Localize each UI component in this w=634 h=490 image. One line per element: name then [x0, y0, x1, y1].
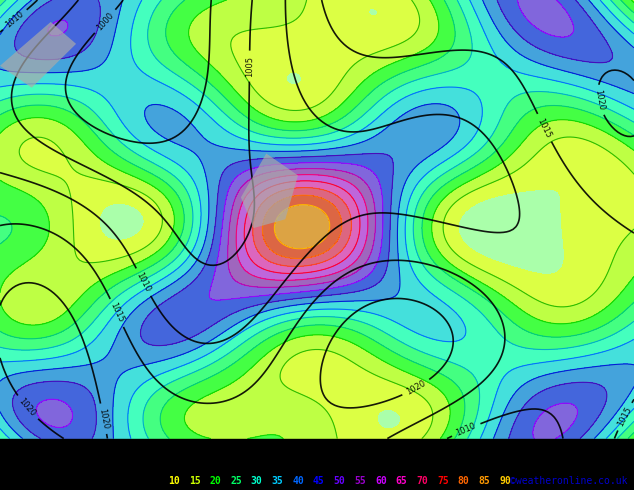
Text: 40: 40 [292, 476, 304, 486]
Text: 1010: 1010 [455, 421, 477, 438]
Text: 90: 90 [499, 476, 511, 486]
Text: 80: 80 [458, 476, 470, 486]
Text: 1000: 1000 [95, 10, 115, 32]
Text: Surface pressure [hPa] ECMWF: Surface pressure [hPa] ECMWF [6, 453, 181, 463]
Text: 45: 45 [313, 476, 325, 486]
Text: 75: 75 [437, 476, 449, 486]
Text: 1015: 1015 [536, 117, 553, 139]
Text: 35: 35 [271, 476, 283, 486]
Text: 50: 50 [333, 476, 346, 486]
Text: Sa 08-06-2024 12:00 UTC (12+24): Sa 08-06-2024 12:00 UTC (12+24) [434, 453, 628, 463]
Text: 1005: 1005 [245, 55, 254, 76]
Text: 1020: 1020 [405, 379, 427, 397]
Text: ©weatheronline.co.uk: ©weatheronline.co.uk [510, 476, 628, 486]
Text: 55: 55 [354, 476, 366, 486]
Polygon shape [0, 22, 76, 88]
Text: 25: 25 [230, 476, 242, 486]
Text: 1015: 1015 [616, 405, 633, 428]
Text: 65: 65 [396, 476, 408, 486]
Text: 1010: 1010 [4, 10, 26, 30]
Polygon shape [241, 153, 298, 228]
Text: 15: 15 [189, 476, 200, 486]
Text: 20: 20 [209, 476, 221, 486]
Text: 70: 70 [417, 476, 428, 486]
Text: 1020: 1020 [593, 89, 605, 111]
Text: 1020: 1020 [97, 408, 110, 430]
Text: Isotachs 10m (km/h): Isotachs 10m (km/h) [6, 476, 125, 486]
Text: 10: 10 [168, 476, 180, 486]
Text: 60: 60 [375, 476, 387, 486]
Text: 30: 30 [251, 476, 262, 486]
Text: 85: 85 [479, 476, 490, 486]
Text: 1020: 1020 [17, 397, 37, 418]
Text: 1015: 1015 [108, 301, 126, 324]
Text: 1010: 1010 [134, 271, 152, 294]
